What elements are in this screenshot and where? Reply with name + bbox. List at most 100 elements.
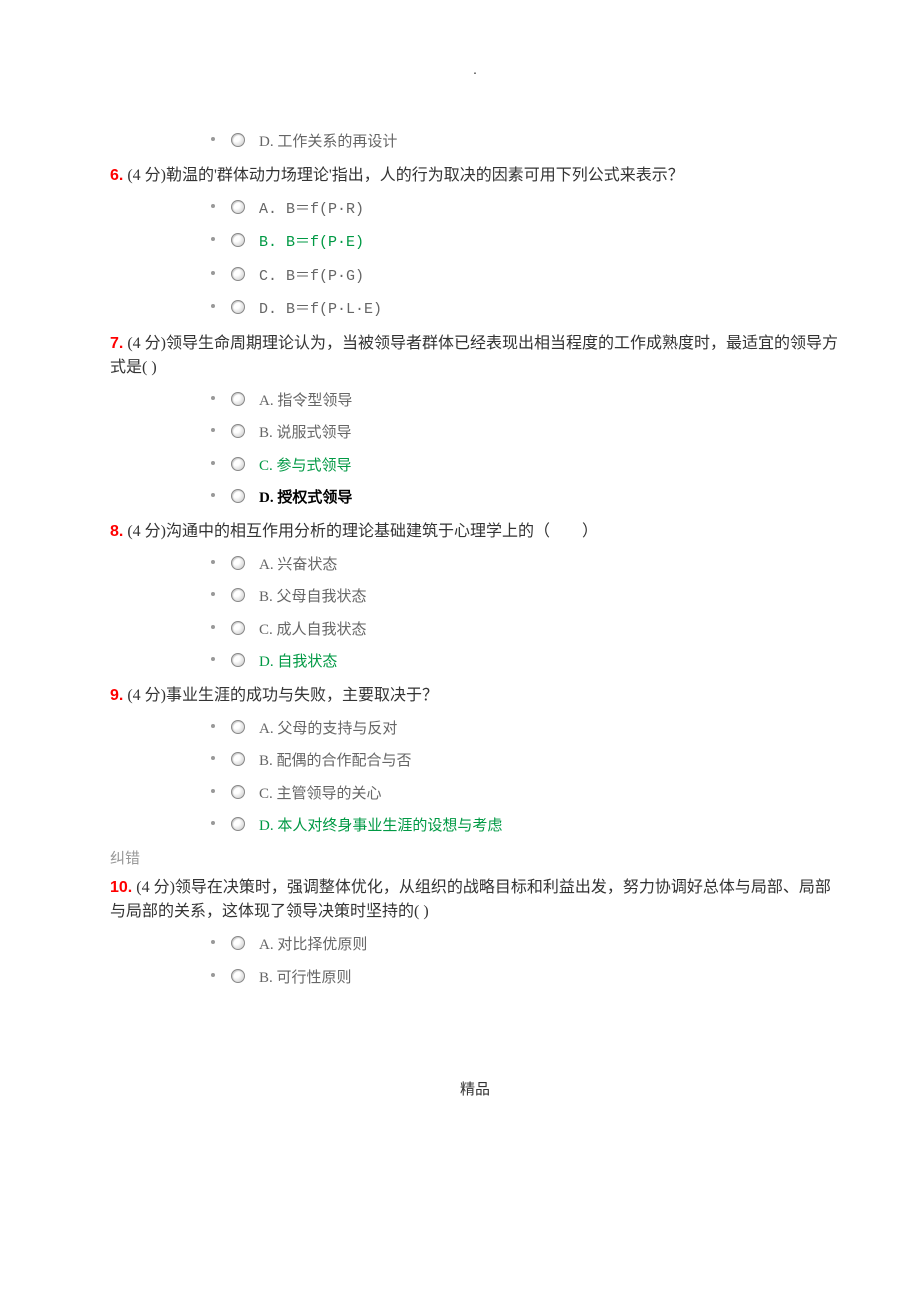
q10-body: (4 分)领导在决策时，强调整体优化，从组织的战略目标和利益出发，努力协调好总体… [110,879,831,920]
q6-number: 6. [110,167,123,184]
radio-icon[interactable] [231,556,245,570]
q5-options: D. 工作关系的再设计 [110,131,840,154]
radio-icon[interactable] [231,133,245,147]
list-bullet [211,940,215,944]
radio-icon[interactable] [231,785,245,799]
q10-number: 10. [110,879,132,896]
list-bullet [211,560,215,564]
q7-option-b[interactable]: B. 说服式领导 [225,422,840,445]
radio-icon[interactable] [231,489,245,503]
q8-option-d[interactable]: D. 自我状态 [225,651,840,674]
list-bullet [211,789,215,793]
radio-icon[interactable] [231,392,245,406]
option-label: D. 授权式领导 [259,490,352,506]
q9-number: 9. [110,687,123,704]
option-label: A. 父母的支持与反对 [259,721,397,737]
list-bullet [211,973,215,977]
option-label: A. 对比择优原则 [259,937,367,953]
q5-option-d[interactable]: D. 工作关系的再设计 [225,131,840,154]
q6-body: (4 分)勒温的'群体动力场理论'指出，人的行为取决的因素可用下列公式来表示？ [127,167,683,184]
q7-text: 7.(4 分)领导生命周期理论认为，当被领导者群体已经表现出相当程度的工作成熟度… [110,332,840,380]
q9-option-d[interactable]: D. 本人对终身事业生涯的设想与考虑 [225,815,840,838]
option-label: C. B＝f(P·G) [259,268,364,285]
q10-option-b[interactable]: B. 可行性原则 [225,967,840,990]
list-bullet [211,657,215,661]
option-label: D. 工作关系的再设计 [259,134,397,150]
correction-link[interactable]: 纠错 [110,848,840,871]
list-bullet [211,428,215,432]
page-header-dot: . [110,60,840,81]
list-bullet [211,204,215,208]
option-label: A. 兴奋状态 [259,557,337,573]
radio-icon[interactable] [231,233,245,247]
list-bullet [211,493,215,497]
list-bullet [211,724,215,728]
q8-body: (4 分)沟通中的相互作用分析的理论基础建筑于心理学上的（ ） [127,523,598,540]
q10-text: 10.(4 分)领导在决策时，强调整体优化，从组织的战略目标和利益出发，努力协调… [110,876,840,924]
q8-options: A. 兴奋状态 B. 父母自我状态 C. 成人自我状态 D. 自我状态 [110,554,840,674]
q6-option-b[interactable]: B. B＝f(P·E) [225,231,840,255]
q6-option-d[interactable]: D. B＝f(P·L·E) [225,298,840,322]
radio-icon[interactable] [231,817,245,831]
option-label: B. 配偶的合作配合与否 [259,753,412,769]
list-bullet [211,237,215,241]
option-label: C. 参与式领导 [259,458,352,474]
q9-options: A. 父母的支持与反对 B. 配偶的合作配合与否 C. 主管领导的关心 D. 本… [110,718,840,838]
q9-option-a[interactable]: A. 父母的支持与反对 [225,718,840,741]
list-bullet [211,304,215,308]
radio-icon[interactable] [231,457,245,471]
q8-option-a[interactable]: A. 兴奋状态 [225,554,840,577]
list-bullet [211,821,215,825]
q9-option-b[interactable]: B. 配偶的合作配合与否 [225,750,840,773]
q7-option-c[interactable]: C. 参与式领导 [225,455,840,478]
q9-body: (4 分)事业生涯的成功与失败，主要取决于？ [127,687,438,704]
q8-number: 8. [110,523,123,540]
radio-icon[interactable] [231,200,245,214]
radio-icon[interactable] [231,969,245,983]
list-bullet [211,271,215,275]
option-label: D. 本人对终身事业生涯的设想与考虑 [259,818,502,834]
q6-options: A. B＝f(P·R) B. B＝f(P·E) C. B＝f(P·G) D. B… [110,198,840,322]
q6-text: 6.(4 分)勒温的'群体动力场理论'指出，人的行为取决的因素可用下列公式来表示… [110,164,840,188]
q8-option-b[interactable]: B. 父母自我状态 [225,586,840,609]
list-bullet [211,396,215,400]
option-label: D. 自我状态 [259,654,337,670]
option-label: B. 父母自我状态 [259,589,367,605]
q10-option-a[interactable]: A. 对比择优原则 [225,934,840,957]
q9-option-c[interactable]: C. 主管领导的关心 [225,783,840,806]
list-bullet [211,756,215,760]
q7-options: A. 指令型领导 B. 说服式领导 C. 参与式领导 D. 授权式领导 [110,390,840,510]
radio-icon[interactable] [231,424,245,438]
q8-text: 8.(4 分)沟通中的相互作用分析的理论基础建筑于心理学上的（ ） [110,520,840,544]
option-label: A. B＝f(P·R) [259,201,364,218]
option-label: B. 说服式领导 [259,425,352,441]
radio-icon[interactable] [231,621,245,635]
radio-icon[interactable] [231,720,245,734]
q7-option-d[interactable]: D. 授权式领导 [225,487,840,510]
radio-icon[interactable] [231,653,245,667]
q10-options: A. 对比择优原则 B. 可行性原则 [110,934,840,989]
q7-option-a[interactable]: A. 指令型领导 [225,390,840,413]
list-bullet [211,625,215,629]
list-bullet [211,592,215,596]
q6-option-a[interactable]: A. B＝f(P·R) [225,198,840,222]
radio-icon[interactable] [231,588,245,602]
option-label: B. B＝f(P·E) [259,234,364,251]
q8-option-c[interactable]: C. 成人自我状态 [225,619,840,642]
page-footer: 精品 [110,1079,840,1102]
option-label: A. 指令型领导 [259,393,352,409]
q7-number: 7. [110,335,123,352]
radio-icon[interactable] [231,752,245,766]
option-label: B. 可行性原则 [259,970,352,986]
radio-icon[interactable] [231,300,245,314]
radio-icon[interactable] [231,936,245,950]
option-label: C. 主管领导的关心 [259,786,382,802]
q7-body: (4 分)领导生命周期理论认为，当被领导者群体已经表现出相当程度的工作成熟度时，… [110,335,838,376]
q6-option-c[interactable]: C. B＝f(P·G) [225,265,840,289]
q9-text: 9.(4 分)事业生涯的成功与失败，主要取决于？ [110,684,840,708]
list-bullet [211,137,215,141]
option-label: D. B＝f(P·L·E) [259,301,382,318]
option-label: C. 成人自我状态 [259,622,367,638]
radio-icon[interactable] [231,267,245,281]
list-bullet [211,461,215,465]
